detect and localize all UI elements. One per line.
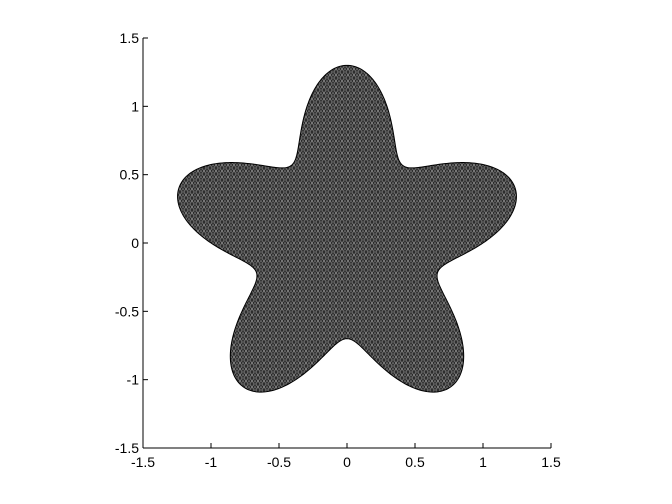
y-tick-label: -1.5 [115, 440, 139, 456]
x-axis-ticks: -1.5 -1 -0.5 0 0.5 1 1.5 [131, 443, 561, 470]
x-tick-label: -1 [205, 454, 218, 470]
y-tick-label: 0.5 [120, 167, 140, 183]
x-tick-label: 0 [343, 454, 351, 470]
x-tick-label: 0.5 [405, 454, 425, 470]
y-tick-label: -1 [127, 372, 140, 388]
x-tick-label: 1.5 [541, 454, 561, 470]
x-tick-label: 1 [479, 454, 487, 470]
y-axis-ticks: -1.5 -1 -0.5 0 0.5 1 1.5 [115, 30, 148, 456]
y-tick-label: 1.5 [120, 30, 140, 46]
mesh-region [177, 64, 517, 393]
y-tick-label: -0.5 [115, 303, 139, 319]
y-tick-label: 1 [131, 98, 139, 114]
y-tick-label: 0 [131, 235, 139, 251]
x-tick-label: -0.5 [267, 454, 291, 470]
star-mesh-shape [177, 64, 517, 393]
x-tick-label: -1.5 [131, 454, 155, 470]
